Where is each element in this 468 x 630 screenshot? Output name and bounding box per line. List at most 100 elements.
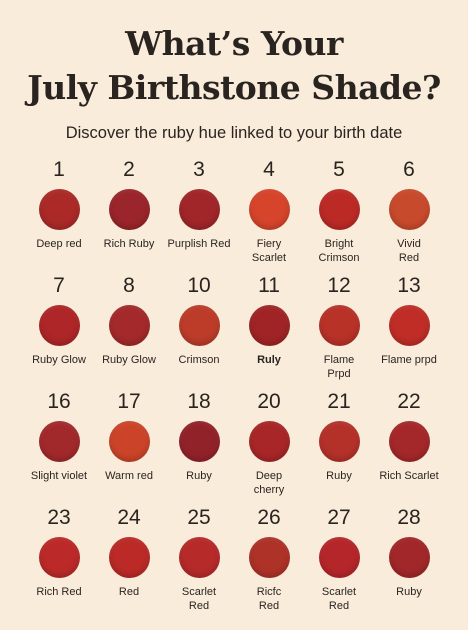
shade-cell: 27 Scarlet Red (304, 506, 374, 622)
shade-label: Fiery Scarlet (251, 238, 287, 264)
shade-cell: 2 Rich Ruby (94, 158, 164, 274)
day-number: 3 (193, 158, 205, 181)
day-number: 21 (327, 390, 351, 413)
shade-label: Ruby Glow (32, 354, 86, 366)
color-swatch (38, 421, 80, 462)
shade-cell: 25 Scarlet Red (164, 506, 234, 622)
shade-label: Ruby (186, 470, 212, 482)
day-number: 26 (257, 506, 281, 529)
shade-label: Vivid Red (397, 238, 421, 264)
day-number: 7 (53, 274, 65, 297)
color-swatch (38, 537, 80, 578)
shade-cell: 7 Ruby Glow (24, 274, 94, 390)
shade-label: Rich Scarlet (379, 470, 439, 482)
shade-label: Ruby Glow (102, 354, 156, 366)
shade-cell: 24 Red (94, 506, 164, 622)
day-number: 16 (47, 390, 71, 413)
shade-cell: 18 Ruby (164, 390, 234, 506)
color-swatch (178, 421, 220, 462)
day-number: 28 (397, 506, 421, 529)
day-number: 27 (327, 506, 351, 529)
shade-label: Flame prpd (381, 354, 437, 366)
shade-label: Rich Ruby (103, 238, 155, 250)
color-swatch (388, 421, 430, 462)
shade-cell: 26 Ricfc Red (234, 506, 304, 622)
day-number: 17 (117, 390, 141, 413)
day-number: 20 (257, 390, 281, 413)
shade-cell: 13 Flame prpd (374, 274, 444, 390)
day-number: 24 (117, 506, 141, 529)
color-swatch (388, 189, 430, 230)
shade-label: Deep red (36, 238, 82, 250)
color-swatch (248, 537, 290, 578)
shade-cell: 6 Vivid Red (374, 158, 444, 274)
color-swatch (318, 421, 360, 462)
day-number: 5 (333, 158, 345, 181)
color-swatch (318, 537, 360, 578)
day-number: 13 (397, 274, 421, 297)
color-swatch (108, 305, 150, 346)
shade-label: Warm red (105, 470, 153, 482)
color-swatch (318, 305, 360, 346)
day-number: 6 (403, 158, 415, 181)
day-number: 22 (397, 390, 421, 413)
shade-cell: 11 Ruly (234, 274, 304, 390)
shade-cell: 20 Deep cherry (234, 390, 304, 506)
shade-cell: 4 Fiery Scarlet (234, 158, 304, 274)
shade-grid: 1 Deep red 2 Rich Ruby 3 Purplish Red 4 Fiery S… (24, 158, 444, 622)
color-swatch (178, 537, 220, 578)
color-swatch (318, 189, 360, 230)
shade-cell: 8 Ruby Glow (94, 274, 164, 390)
day-number: 25 (187, 506, 211, 529)
color-swatch (248, 421, 290, 462)
day-number: 11 (258, 274, 280, 297)
day-number: 2 (123, 158, 135, 181)
color-swatch (108, 421, 150, 462)
shade-label: Scarlet Red (181, 586, 217, 612)
color-swatch (248, 305, 290, 346)
day-number: 1 (53, 158, 65, 181)
shade-cell: 28 Ruby (374, 506, 444, 622)
day-number: 18 (187, 390, 211, 413)
title-line-1: What’s Your (125, 24, 343, 63)
shade-label: Ruby (396, 586, 422, 598)
page-subtitle: Discover the ruby hue linked to your bir… (65, 124, 403, 142)
color-swatch (178, 305, 220, 346)
page-title: What’s Your July Birthstone Shade? (0, 22, 468, 110)
shade-label: Red (118, 586, 140, 598)
shade-cell: 3 Purplish Red (164, 158, 234, 274)
color-swatch (388, 305, 430, 346)
day-number: 8 (123, 274, 135, 297)
color-swatch (388, 537, 430, 578)
shade-label: Flame Prpd (323, 354, 355, 380)
day-number: 10 (187, 274, 211, 297)
shade-cell: 17 Warm red (94, 390, 164, 506)
color-swatch (38, 305, 80, 346)
shade-label: Bright Crimson (318, 238, 360, 264)
shade-cell: 23 Rich Red (24, 506, 94, 622)
shade-label: Ricfc Red (256, 586, 282, 612)
shade-label: Crimson (178, 354, 220, 366)
shade-cell: 16 Slight violet (24, 390, 94, 506)
color-swatch (38, 189, 80, 230)
shade-cell: 10 Crimson (164, 274, 234, 390)
day-number: 23 (47, 506, 71, 529)
shade-label: Slight violet (30, 470, 88, 482)
shade-cell: 5 Bright Crimson (304, 158, 374, 274)
shade-cell: 1 Deep red (24, 158, 94, 274)
shade-cell: 12 Flame Prpd (304, 274, 374, 390)
color-swatch (108, 189, 150, 230)
shade-label: Purplish Red (167, 238, 231, 250)
title-line-2: July Birthstone Shade? (27, 68, 441, 107)
shade-label: Ruby (326, 470, 352, 482)
color-swatch (248, 189, 290, 230)
color-swatch (108, 537, 150, 578)
shade-label: Rich Red (36, 586, 82, 598)
shade-label: Ruly (257, 354, 281, 366)
shade-cell: 21 Ruby (304, 390, 374, 506)
shade-label: Deep cherry (253, 470, 285, 496)
day-number: 12 (327, 274, 351, 297)
shade-label: Scarlet Red (321, 586, 357, 612)
shade-cell: 22 Rich Scarlet (374, 390, 444, 506)
